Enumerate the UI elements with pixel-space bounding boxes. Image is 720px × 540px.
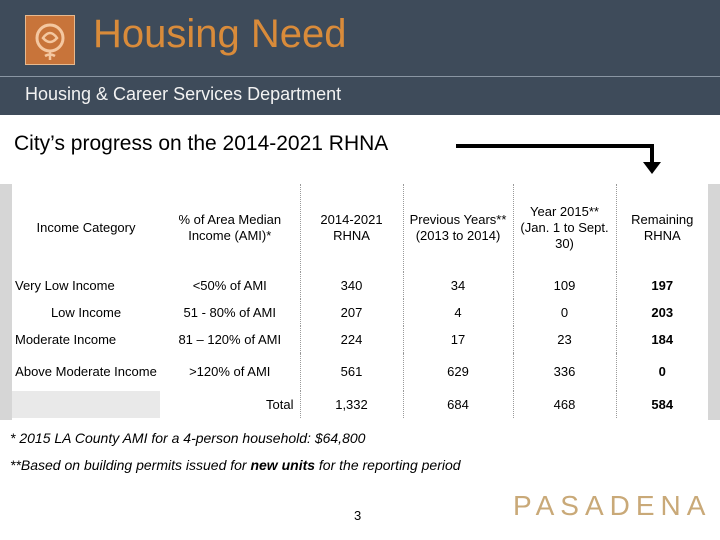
arrow-down-icon: [643, 162, 661, 174]
cell-remaining: 197: [615, 272, 708, 299]
cell-category: Very Low Income: [15, 277, 115, 293]
section-heading: City’s progress on the 2014-2021 RHNA: [14, 132, 389, 155]
total-label: Total: [266, 396, 294, 412]
total-remaining: 584: [615, 391, 708, 418]
table-shadow-right: [708, 184, 720, 420]
col-header-remaining: Remaining RHNA: [615, 184, 708, 272]
footnote-permits-bold: new units: [250, 457, 316, 473]
table-row: Above Moderate Income >120% of AMI 561 6…: [12, 353, 708, 391]
page-title: Housing Need: [93, 12, 347, 56]
table-row: Low Income 51 - 80% of AMI 207 4 0 203: [12, 299, 708, 326]
cell-year2015: 0: [512, 299, 616, 326]
cell-remaining: 184: [615, 326, 708, 353]
arrow-stem: [650, 144, 654, 164]
col-header-ami: % of Area Median Income (AMI)*: [178, 212, 282, 243]
cell-year2015: 336: [512, 353, 616, 391]
rose-logo: [25, 15, 75, 65]
cell-remaining: 203: [615, 299, 708, 326]
cell-category: Low Income: [50, 304, 122, 320]
cell-ami: >120% of AMI: [189, 364, 271, 379]
table-row: Very Low Income <50% of AMI 340 34 109 1…: [12, 272, 708, 299]
arrow-line: [456, 144, 654, 148]
total-year2015: 468: [512, 391, 616, 418]
total-rhna: 1,332: [299, 391, 403, 418]
total-blank-cell: [12, 391, 160, 418]
cell-previous: 629: [402, 353, 513, 391]
cell-previous: 4: [402, 299, 513, 326]
cell-rhna: 340: [299, 272, 403, 299]
table-header-row: Income Category % of Area Median Income …: [12, 184, 708, 272]
total-previous: 684: [402, 391, 513, 418]
cell-previous: 17: [402, 326, 513, 353]
table-row: Moderate Income 81 – 120% of AMI 224 17 …: [12, 326, 708, 353]
table-total-row: Total 1,332 684 468 584: [12, 391, 708, 418]
pasadena-logo: PASADENA: [513, 490, 712, 521]
cell-year2015: 23: [512, 326, 616, 353]
col-header-year-2015: Year 2015** (Jan. 1 to Sept. 30): [512, 184, 616, 272]
col-header-rhna: 2014-2021 RHNA: [299, 184, 403, 272]
department-subtitle: Housing & Career Services Department: [25, 84, 342, 104]
cell-category: Moderate Income: [15, 331, 117, 347]
page-number: 3: [354, 508, 362, 523]
col-header-previous-years: Previous Years** (2013 to 2014): [402, 184, 513, 272]
cell-rhna: 207: [299, 299, 403, 326]
header-banner: Housing Need Housing & Career Services D…: [0, 0, 720, 115]
cell-remaining: 0: [615, 353, 708, 391]
cell-ami: <50% of AMI: [192, 277, 267, 293]
cell-category: Above Moderate Income: [15, 364, 157, 379]
cell-ami: 81 – 120% of AMI: [178, 331, 282, 347]
header-divider: [0, 76, 720, 77]
footnote-ami: * 2015 LA County AMI for a 4-person hous…: [10, 430, 366, 446]
cell-previous: 34: [402, 272, 513, 299]
rhna-progress-table: Income Category % of Area Median Income …: [12, 184, 708, 418]
cell-rhna: 224: [299, 326, 403, 353]
cell-rhna: 561: [299, 353, 403, 391]
cell-year2015: 109: [512, 272, 616, 299]
cell-ami: 51 - 80% of AMI: [183, 304, 277, 320]
table-shadow-left: [0, 184, 12, 420]
footnote-permits: **Based on building permits issued for n…: [10, 457, 461, 473]
col-header-income-category: Income Category: [36, 220, 136, 235]
footnote-permits-prefix: **Based on building permits issued for: [10, 457, 251, 473]
footnote-permits-suffix: for the reporting period: [315, 457, 461, 473]
